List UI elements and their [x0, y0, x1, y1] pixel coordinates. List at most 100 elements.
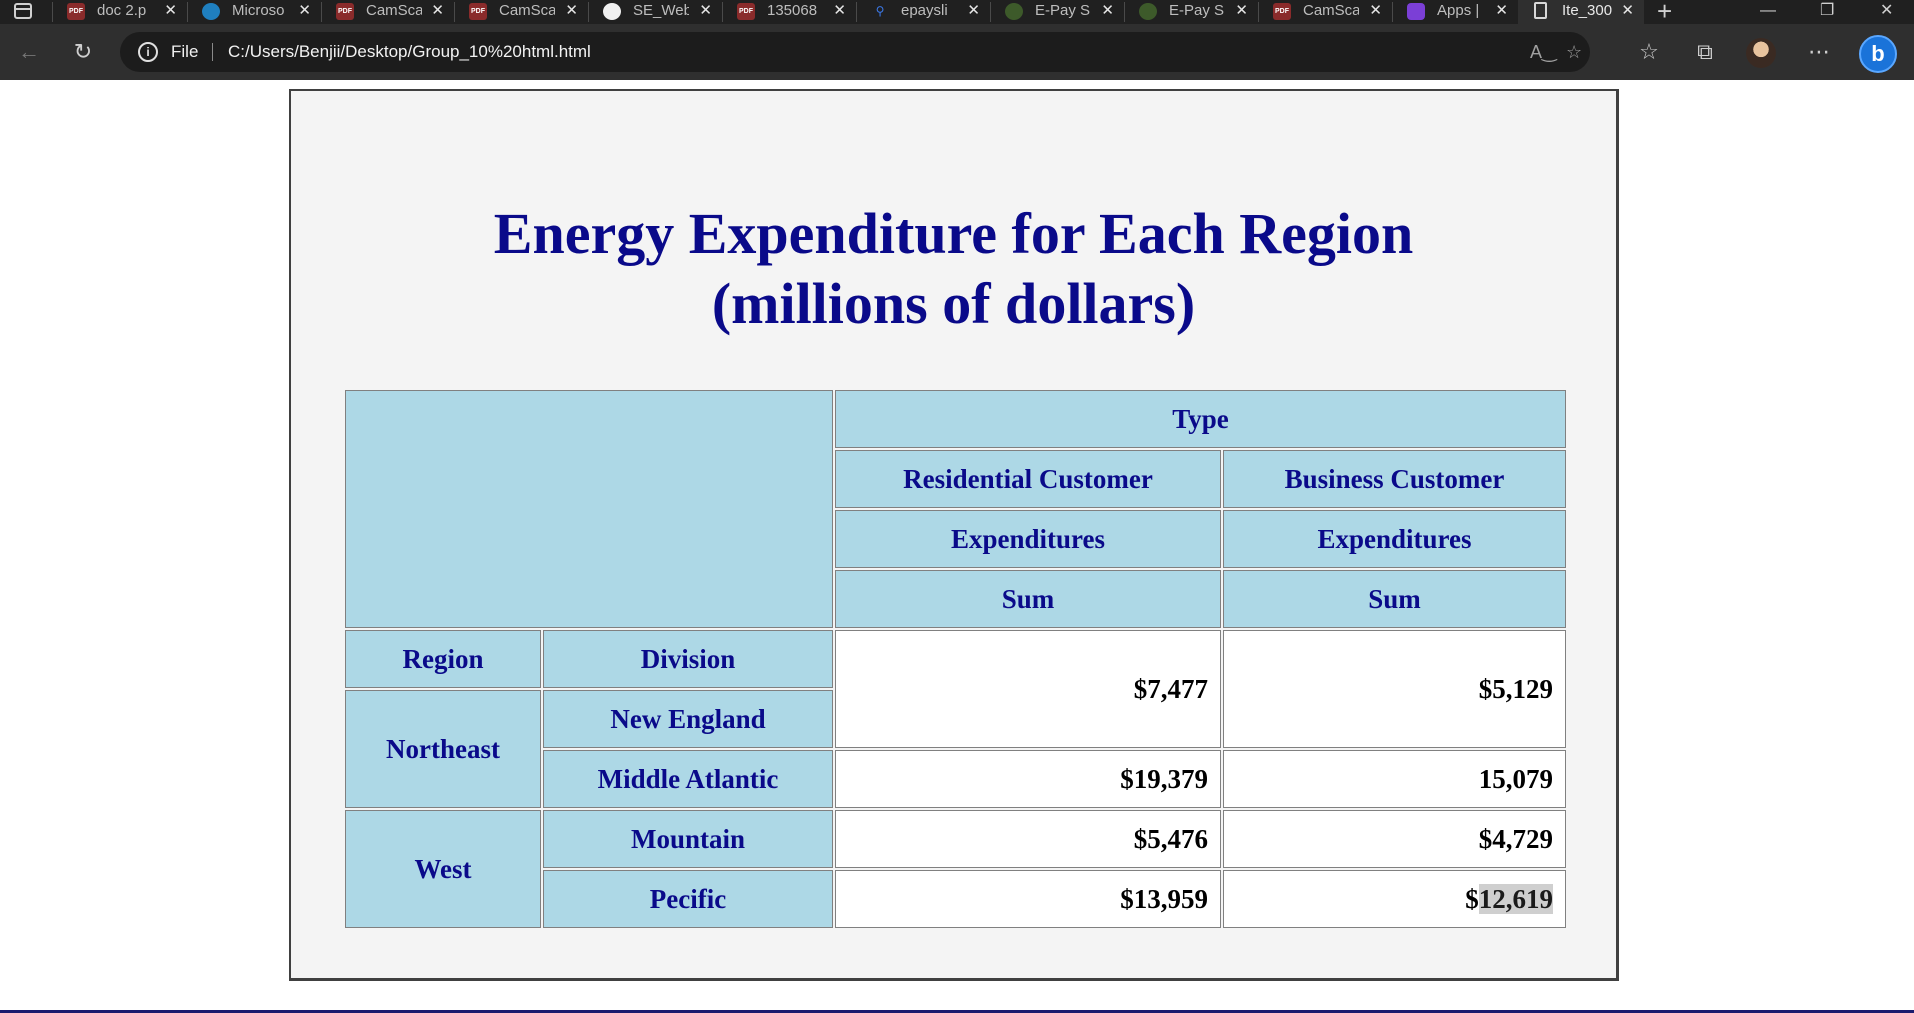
- site-icon: [1139, 3, 1157, 20]
- tab-title: epaysli: [901, 2, 948, 19]
- report-container: Energy Expenditure for Each Region (mill…: [289, 89, 1619, 981]
- tab-separator: [1392, 2, 1393, 22]
- tab-active[interactable]: Ite_300 ✕: [1518, 0, 1644, 24]
- add-favorite-icon[interactable]: ☆: [1566, 42, 1583, 62]
- division-cell: New England: [543, 690, 833, 748]
- address-url[interactable]: C:/Users/Benjii/Desktop/Group_10%20html.…: [228, 42, 591, 61]
- tab-bar: PDF doc 2.p ✕ Microso ✕ PDF CamSca ✕ PDF…: [0, 0, 1914, 24]
- close-icon[interactable]: ✕: [1369, 2, 1382, 19]
- report-title-line-2: (millions of dollars): [711, 271, 1196, 336]
- browser-toolbar: ← ↻ i File C:/Users/Benjii/Desktop/Group…: [0, 24, 1914, 80]
- business-value-cell: $12,619: [1223, 870, 1566, 928]
- selected-text[interactable]: 12,619: [1478, 883, 1553, 914]
- close-icon[interactable]: ✕: [1621, 2, 1634, 19]
- address-bar[interactable]: i File C:/Users/Benjii/Desktop/Group_10%…: [120, 32, 1590, 72]
- close-icon[interactable]: ✕: [833, 2, 846, 19]
- tab-separator: [990, 2, 991, 22]
- residential-value-cell: $19,379: [835, 750, 1221, 808]
- tab-separator: [588, 2, 589, 22]
- tab[interactable]: PDF doc 2.p ✕: [53, 0, 187, 24]
- residential-value-cell: $7,477: [835, 630, 1221, 748]
- tab-separator: [1124, 2, 1125, 22]
- profile-avatar[interactable]: [1746, 38, 1776, 68]
- collections-icon[interactable]: ⧉: [1697, 39, 1713, 64]
- tab-title: Ite_300: [1562, 2, 1613, 19]
- restore-icon[interactable]: ❐: [1820, 2, 1835, 19]
- tab-separator: [321, 2, 322, 22]
- tab[interactable]: PDF CamSca ✕: [322, 0, 454, 24]
- division-cell: Middle Atlantic: [543, 750, 833, 808]
- taskbar-edge: [0, 1010, 1914, 1013]
- table-row: Region Division $7,477 $5,129: [345, 630, 1566, 748]
- corner-header-cell: [345, 390, 833, 628]
- tab[interactable]: PDF CamSca ✕: [1259, 0, 1392, 24]
- close-icon[interactable]: ✕: [699, 2, 712, 19]
- new-tab-button[interactable]: +: [1657, 0, 1673, 26]
- tab[interactable]: E-Pay Sl ✕: [991, 0, 1124, 24]
- tab-title: Microso: [232, 2, 285, 19]
- tab[interactable]: Microso ✕: [188, 0, 321, 24]
- region-cell: West: [345, 810, 541, 928]
- read-aloud-icon[interactable]: A‿: [1530, 42, 1557, 62]
- address-separator: [212, 43, 213, 61]
- tab[interactable]: E-Pay Sl ✕: [1125, 0, 1258, 24]
- tab-title: E-Pay Sl: [1035, 2, 1091, 19]
- close-icon[interactable]: ✕: [164, 2, 177, 19]
- tab[interactable]: PDF CamSca ✕: [455, 0, 588, 24]
- tab[interactable]: SE_Web ✕: [589, 0, 722, 24]
- region-column-header: Region: [345, 630, 541, 688]
- tab-separator: [856, 2, 857, 22]
- tab-title: CamSca: [499, 2, 555, 19]
- pdf-icon: PDF: [1273, 3, 1291, 20]
- refresh-icon[interactable]: ↻: [73, 39, 93, 64]
- back-icon[interactable]: ←: [18, 39, 40, 64]
- business-value-cell: $5,129: [1223, 630, 1566, 748]
- bing-copilot-icon[interactable]: b: [1859, 35, 1897, 73]
- report-title: Energy Expenditure for Each Region (mill…: [291, 199, 1616, 339]
- table-row: Northeast New England: [345, 690, 1566, 808]
- tab-title: 135068: [767, 2, 818, 19]
- tab[interactable]: PDF 135068 ✕: [723, 0, 856, 24]
- tab-separator: [454, 2, 455, 22]
- github-icon: [603, 3, 621, 20]
- region-cell: Northeast: [345, 690, 541, 808]
- sidebar-toggle-icon[interactable]: [14, 3, 32, 19]
- close-window-icon[interactable]: ✕: [1880, 2, 1894, 19]
- tab-title: doc 2.p: [97, 2, 147, 19]
- pdf-icon: PDF: [67, 3, 85, 20]
- close-icon[interactable]: ✕: [1235, 2, 1248, 19]
- residential-value-cell: $5,476: [835, 810, 1221, 868]
- tab[interactable]: ⚲ epaysli ✕: [857, 0, 990, 24]
- pdf-icon: PDF: [336, 3, 354, 20]
- currency-symbol: $: [1465, 883, 1479, 914]
- table-row: Middle Atlantic $19,379 15,079: [345, 750, 1566, 808]
- type-header: Type: [835, 390, 1566, 448]
- close-icon[interactable]: ✕: [565, 2, 578, 19]
- more-options-icon[interactable]: ⋯: [1808, 39, 1830, 64]
- tab-title: CamSca: [1303, 2, 1359, 19]
- close-icon[interactable]: ✕: [298, 2, 311, 19]
- file-icon: [1534, 2, 1547, 19]
- tab-separator: [187, 2, 188, 22]
- residential-expenditures-header: Expenditures: [835, 510, 1221, 568]
- division-column-header: Division: [543, 630, 833, 688]
- close-icon[interactable]: ✕: [1101, 2, 1114, 19]
- business-value-cell: 15,079: [1223, 750, 1566, 808]
- table-row: Pecific $13,959 $12,619: [345, 870, 1566, 928]
- address-scheme-label: File: [171, 42, 199, 61]
- close-icon[interactable]: ✕: [431, 2, 444, 19]
- minimize-icon[interactable]: —: [1760, 2, 1776, 19]
- info-icon[interactable]: i: [138, 42, 158, 62]
- tab-separator: [722, 2, 723, 22]
- table-header-row: Sum Sum: [345, 570, 1566, 628]
- edge-icon: [202, 3, 220, 20]
- site-icon: [1005, 3, 1023, 20]
- tab-separator: [52, 2, 53, 22]
- close-icon[interactable]: ✕: [967, 2, 980, 19]
- business-customer-header: Business Customer: [1223, 450, 1566, 508]
- close-icon[interactable]: ✕: [1495, 2, 1508, 19]
- favorites-icon[interactable]: ☆: [1639, 39, 1659, 64]
- tab[interactable]: Apps | ✕: [1393, 0, 1518, 24]
- tab-title: SE_Web: [633, 2, 689, 19]
- report-title-line-1: Energy Expenditure for Each Region: [493, 201, 1414, 266]
